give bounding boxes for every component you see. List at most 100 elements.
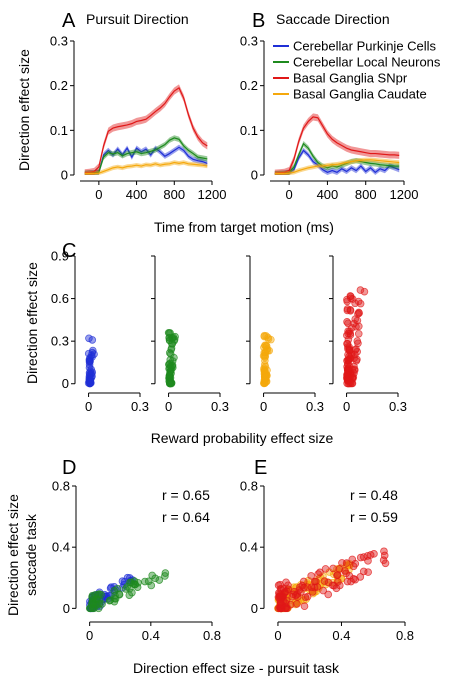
- c-point-snpr: [343, 340, 352, 348]
- panelE-point-snpr: [356, 553, 365, 562]
- panelD-point-local: [89, 600, 98, 608]
- c-point-snpr: [348, 365, 357, 374]
- panelE-point-snpr: [316, 568, 324, 577]
- legend-label-caudate: Basal Ganglia Caudate: [293, 87, 427, 102]
- x-tick-label: 800: [355, 187, 377, 202]
- c-point-caudate: [267, 335, 275, 344]
- panelD-point-local: [113, 584, 122, 593]
- c-subplot-snpr: 0 0.3: [329, 255, 407, 414]
- panelE-point-snpr: [313, 583, 322, 591]
- panelE-point-snpr: [301, 593, 310, 602]
- panel-b-letter: B: [252, 10, 265, 32]
- y-tick-label: 0.2: [240, 78, 258, 93]
- c-point-local: [170, 335, 179, 344]
- c-point-snpr: [347, 378, 355, 387]
- panelE-point-snpr: [324, 578, 333, 587]
- series-line-caudate: [274, 159, 400, 175]
- panelE-point-snpr: [349, 562, 358, 571]
- c-point-snpr: [344, 327, 352, 335]
- x-tick-label: 1200: [390, 187, 419, 202]
- c-point-purkinje: [86, 357, 94, 366]
- c-subplot-local: 0 0.3: [151, 255, 229, 414]
- panelE-point-snpr: [363, 552, 372, 560]
- panel-e-letter: E: [254, 457, 267, 479]
- panelE-point-snpr: [335, 565, 344, 573]
- y-tick-label: 0.4: [240, 540, 258, 555]
- panelD-point-local: [148, 571, 156, 580]
- d-r-purkinje: r = 0.65: [162, 487, 210, 503]
- c-x-axis-label: Reward probability effect size: [151, 430, 334, 446]
- x-tick-label: 800: [163, 187, 185, 202]
- c-point-snpr: [356, 286, 365, 294]
- x-tick-label: 0.3: [131, 399, 149, 414]
- c-point-snpr: [350, 354, 358, 363]
- series-line-snpr: [274, 116, 400, 174]
- c-point-caudate: [261, 348, 270, 357]
- top-x-axis-label: Time from target motion (ms): [154, 219, 334, 235]
- x-tick-label: 0: [343, 399, 350, 414]
- panel-d: D r = 0.65 r = 0.64 0 0.4 0.8 0 0.4 0.8: [52, 457, 221, 643]
- c-point-snpr: [343, 306, 352, 315]
- panelD-point-local: [161, 569, 170, 577]
- panelD-point-local: [155, 576, 164, 584]
- c-point-local: [165, 379, 174, 388]
- c-point-local: [168, 357, 177, 365]
- panelD-point-local: [95, 600, 104, 608]
- legend-label-purkinje: Cerebellar Purkinje Cells: [293, 39, 437, 54]
- panelE-point-snpr: [299, 577, 308, 586]
- x-tick-label: 0.8: [396, 628, 414, 643]
- d-y-axis-label-line1: Direction effect size: [5, 494, 21, 616]
- panelD-point-local: [91, 591, 99, 599]
- y-tick-label: 0.1: [50, 123, 68, 138]
- x-tick-label: 0.4: [332, 628, 350, 643]
- series-line-local: [84, 137, 208, 174]
- x-tick-label: 0.3: [211, 399, 229, 414]
- panelE-point-snpr: [275, 592, 284, 601]
- y-tick-label: 0.1: [240, 123, 258, 138]
- panelE-point-snpr: [300, 602, 309, 611]
- panelD-point-local: [87, 600, 96, 608]
- panelE-point-snpr: [342, 559, 351, 567]
- y-tick-label: 0: [62, 376, 69, 391]
- panelE-point-snpr: [356, 573, 365, 581]
- c-point-snpr: [360, 287, 369, 296]
- y-tick-label: 0: [251, 168, 258, 183]
- panelD-point-local: [88, 591, 97, 600]
- series-band-purkinje: [274, 147, 400, 175]
- x-tick-label: 0: [86, 628, 93, 643]
- e-r-caudate: r = 0.59: [350, 509, 398, 525]
- c-point-snpr: [354, 329, 363, 338]
- series-line-purkinje: [84, 146, 208, 175]
- c-point-purkinje: [88, 348, 97, 357]
- c-point-snpr: [355, 309, 363, 318]
- panelE-point-snpr: [324, 590, 333, 599]
- y-tick-label: 0: [63, 601, 70, 616]
- series-band-snpr: [84, 84, 208, 175]
- panelD-point-local: [129, 580, 138, 588]
- c-point-purkinje: [88, 336, 97, 344]
- panel-e: E r = 0.48 r = 0.59 0 0.4 0.8 0 0.4 0.8: [240, 457, 414, 643]
- panelD-point-local: [141, 577, 149, 586]
- panel-a: A Pursuit Direction 0 0.1 0.2 0.3 0 400 800 120…: [50, 10, 227, 202]
- c-point-purkinje: [86, 378, 95, 387]
- c-point-snpr: [351, 299, 359, 308]
- panel-a-title: Pursuit Direction: [86, 11, 189, 27]
- panelE-point-snpr: [282, 587, 291, 596]
- panelE-point-snpr: [308, 588, 317, 596]
- panelD-point-local: [111, 595, 120, 603]
- y-tick-label: 0.8: [52, 479, 70, 494]
- x-tick-label: 0.8: [203, 628, 221, 643]
- panel-c: C 00.30.60.90 0.3 0 0.3 0 0.3 0 0.3: [51, 240, 407, 414]
- panelE-point-snpr: [298, 581, 307, 590]
- x-tick-label: 0: [95, 187, 102, 202]
- x-tick-label: 0.4: [142, 628, 160, 643]
- x-tick-label: 0: [165, 399, 172, 414]
- panelD-point-local: [161, 572, 169, 580]
- c-point-snpr: [355, 322, 363, 331]
- panel-b-title: Saccade Direction: [276, 11, 390, 27]
- panelE-point-snpr: [319, 586, 327, 595]
- y-tick-label: 0.9: [51, 249, 69, 264]
- x-tick-label: 1200: [198, 187, 227, 202]
- d-y-axis-label-line2: saccade task: [23, 513, 39, 596]
- y-tick-label: 0: [251, 601, 258, 616]
